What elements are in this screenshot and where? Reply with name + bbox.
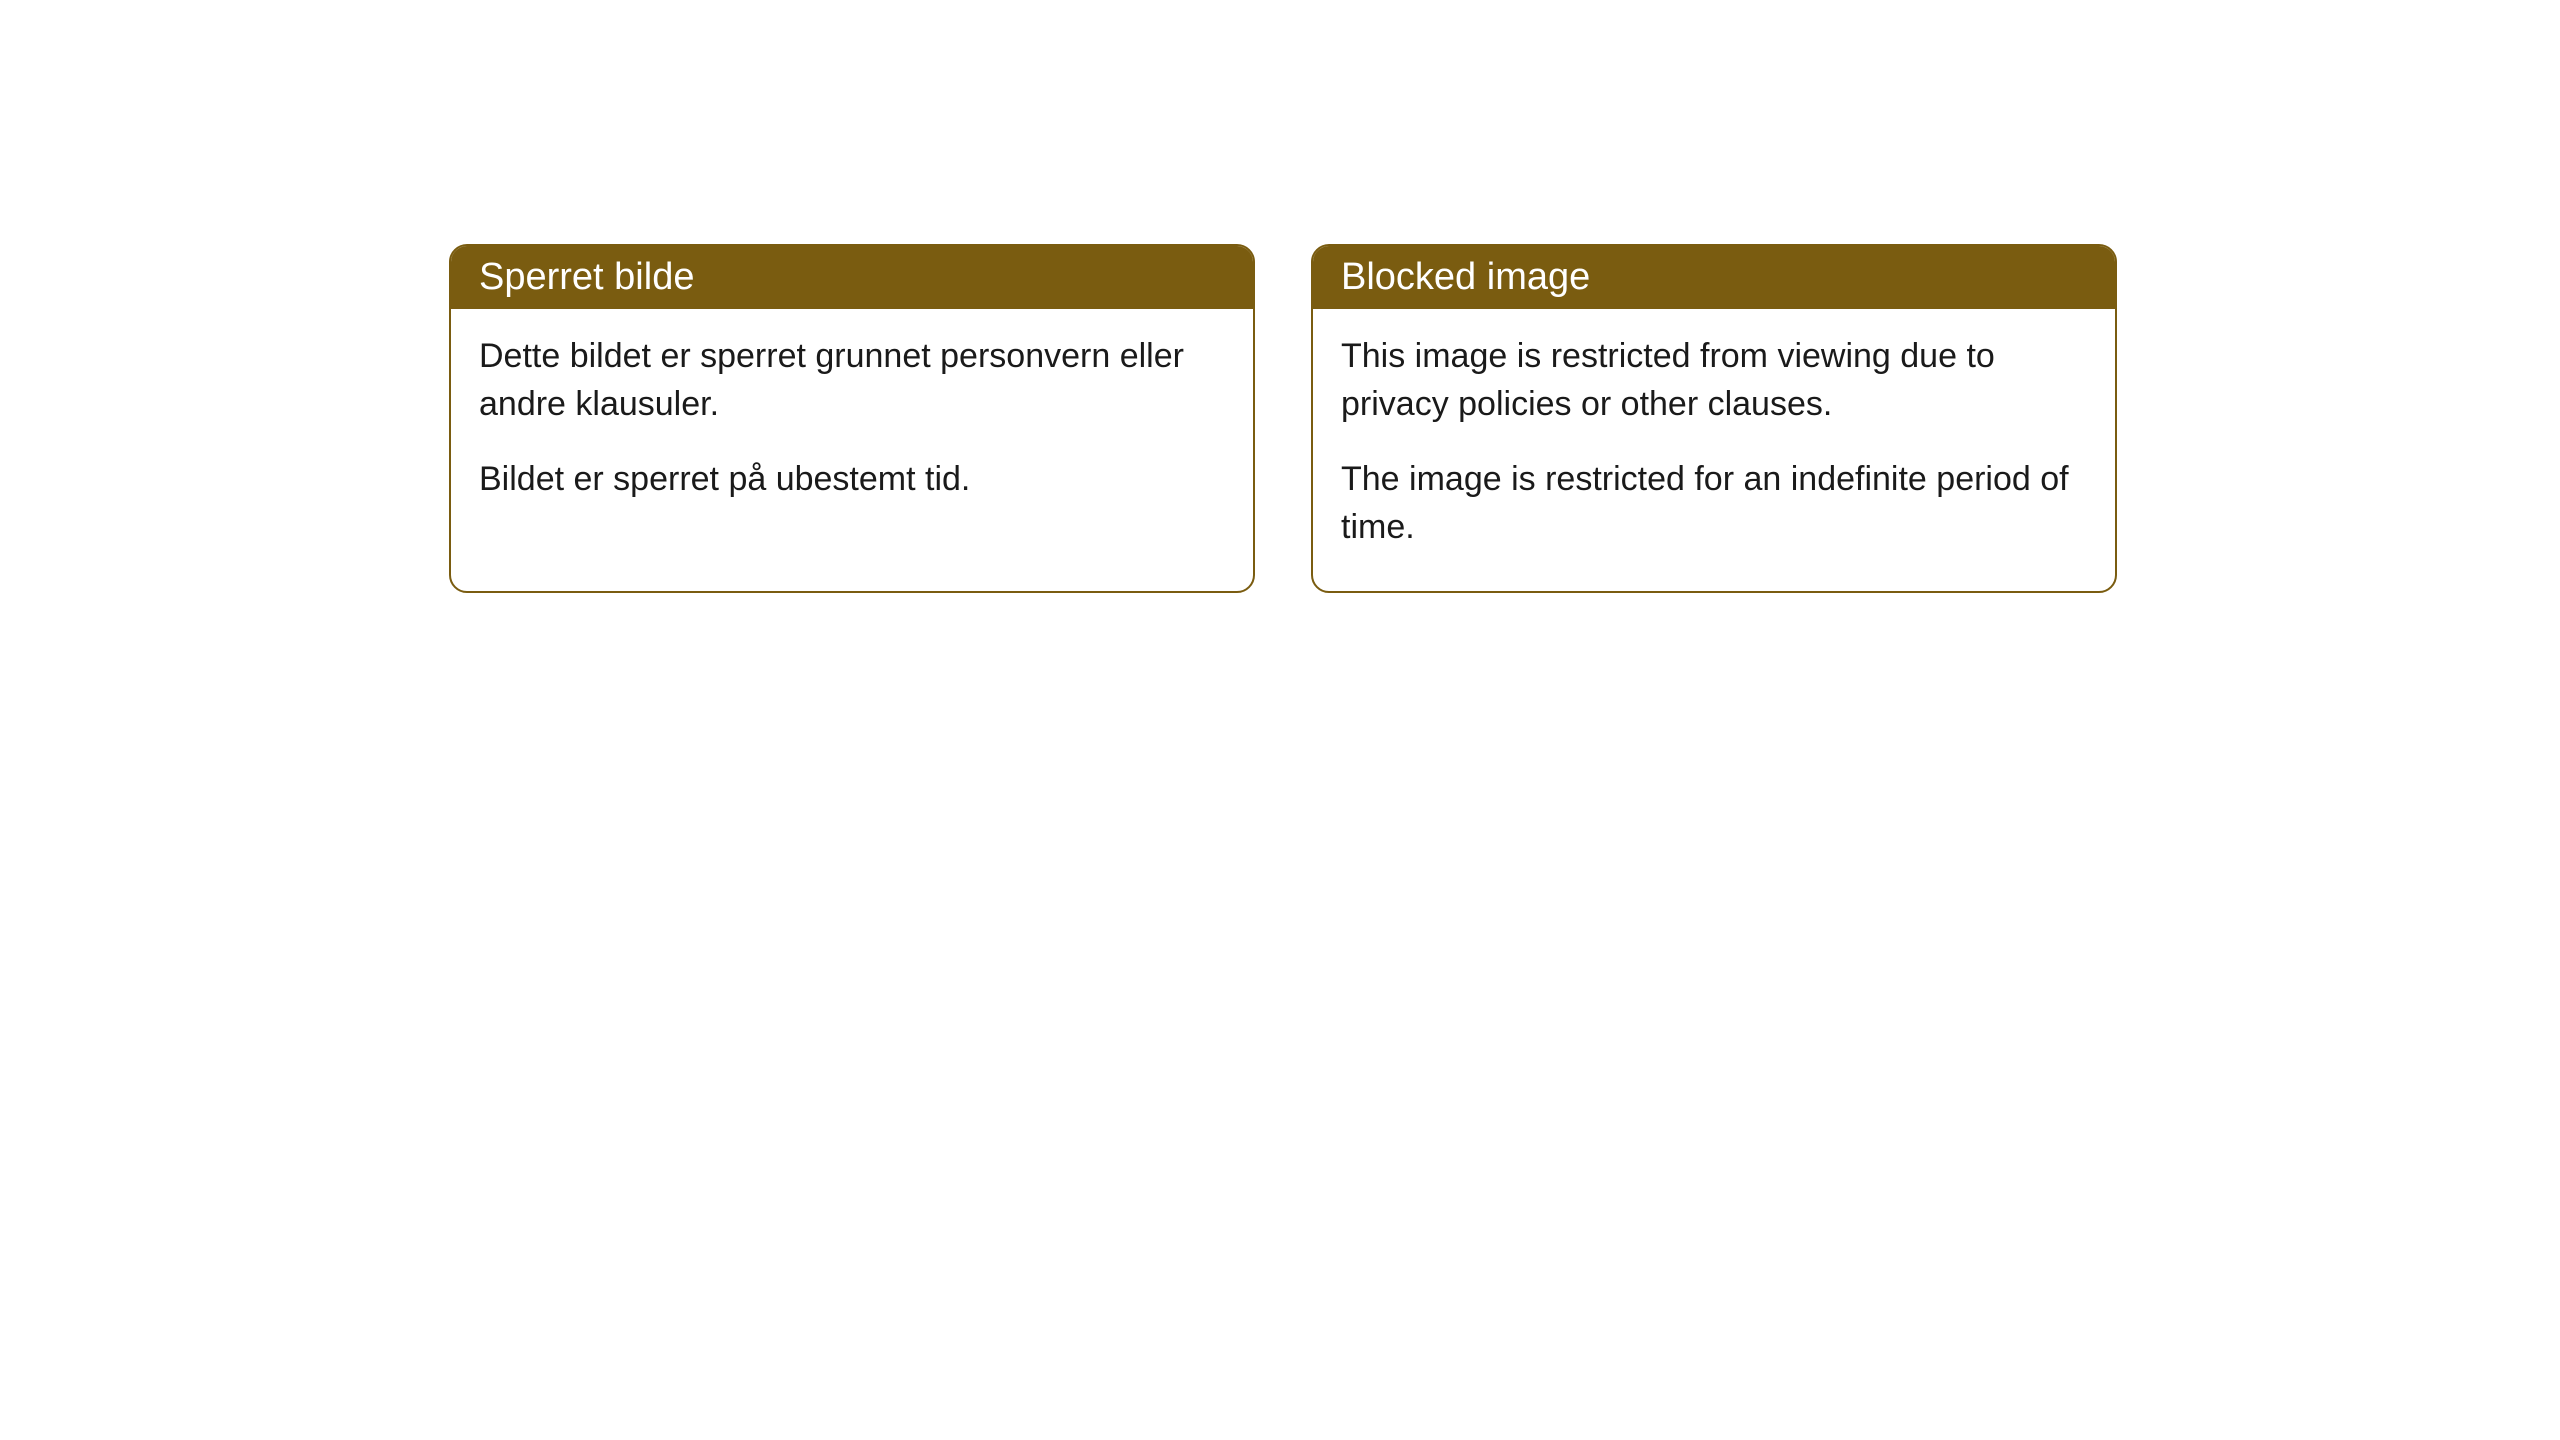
- card-body: This image is restricted from viewing du…: [1313, 309, 2115, 591]
- card-body: Dette bildet er sperret grunnet personve…: [451, 309, 1253, 544]
- card-header: Blocked image: [1313, 246, 2115, 309]
- card-title: Blocked image: [1341, 256, 1590, 298]
- card-paragraph-1: This image is restricted from viewing du…: [1341, 333, 2087, 428]
- card-paragraph-1: Dette bildet er sperret grunnet personve…: [479, 333, 1225, 428]
- card-header: Sperret bilde: [451, 246, 1253, 309]
- notice-card-english: Blocked image This image is restricted f…: [1311, 244, 2117, 593]
- card-container: Sperret bilde Dette bildet er sperret gr…: [449, 244, 2117, 593]
- card-paragraph-2: Bildet er sperret på ubestemt tid.: [479, 456, 1225, 504]
- notice-card-norwegian: Sperret bilde Dette bildet er sperret gr…: [449, 244, 1255, 593]
- card-title: Sperret bilde: [479, 256, 694, 298]
- card-paragraph-2: The image is restricted for an indefinit…: [1341, 456, 2087, 551]
